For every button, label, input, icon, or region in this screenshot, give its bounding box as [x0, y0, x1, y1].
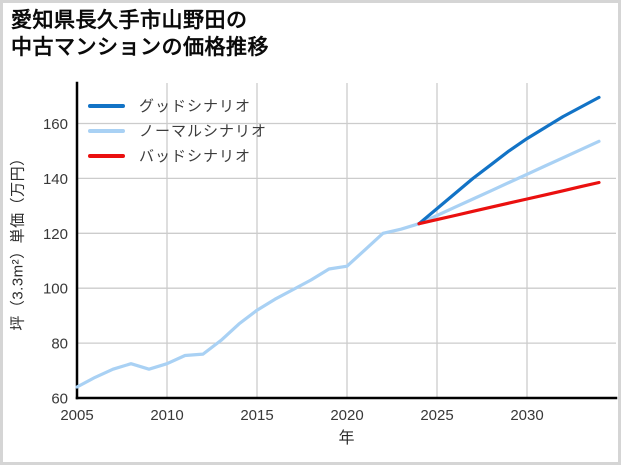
x-tick-label-2030: 2030 — [510, 407, 543, 424]
y-tick-label-60: 60 — [51, 391, 68, 408]
y-axis-label-box: 坪（3.3m²）単価（万円） — [3, 83, 31, 398]
x-tick-label-2025: 2025 — [420, 407, 453, 424]
legend-swatch-bad-scenario — [88, 153, 125, 158]
chart-title-line2: 中古マンションの価格推移 — [11, 36, 269, 60]
series-line-good-scenario — [417, 95, 601, 226]
x-tick-label-2010: 2010 — [150, 407, 183, 424]
x-tick-label-2005: 2005 — [60, 407, 93, 424]
y-tick-label-160: 160 — [43, 116, 68, 133]
legend-label-good-scenario: グッドシナリオ — [139, 98, 252, 115]
legend-label-bad-scenario: バッドシナリオ — [139, 148, 252, 165]
x-axis-label: 年 — [338, 430, 355, 447]
chart-title: 愛知県長久手市山野田の 中古マンションの価格推移 — [11, 7, 269, 62]
y-tick-label-140: 140 — [43, 171, 68, 188]
x-tick-label-2020: 2020 — [330, 407, 363, 424]
y-tick-label-100: 100 — [43, 281, 68, 298]
legend-item-good-scenario: グッドシナリオ — [88, 93, 267, 118]
y-axis-label: 坪（3.3m²）単価（万円） — [9, 150, 27, 331]
legend-item-bad-scenario: バッドシナリオ — [88, 143, 267, 168]
series-line-bad-scenario — [417, 180, 601, 226]
legend-swatch-good-scenario — [88, 103, 125, 108]
y-tick-label-120: 120 — [43, 226, 68, 243]
series-line-normal-scenario — [75, 139, 601, 389]
legend: グッドシナリオ ノーマルシナリオ バッドシナリオ — [88, 93, 267, 168]
legend-item-normal-scenario: ノーマルシナリオ — [88, 118, 267, 143]
chart-title-line1: 愛知県長久手市山野田の — [11, 9, 248, 32]
y-tick-label-80: 80 — [51, 336, 68, 353]
legend-swatch-normal-scenario — [88, 128, 125, 133]
x-tick-label-2015: 2015 — [240, 407, 273, 424]
legend-label-normal-scenario: ノーマルシナリオ — [139, 123, 268, 140]
